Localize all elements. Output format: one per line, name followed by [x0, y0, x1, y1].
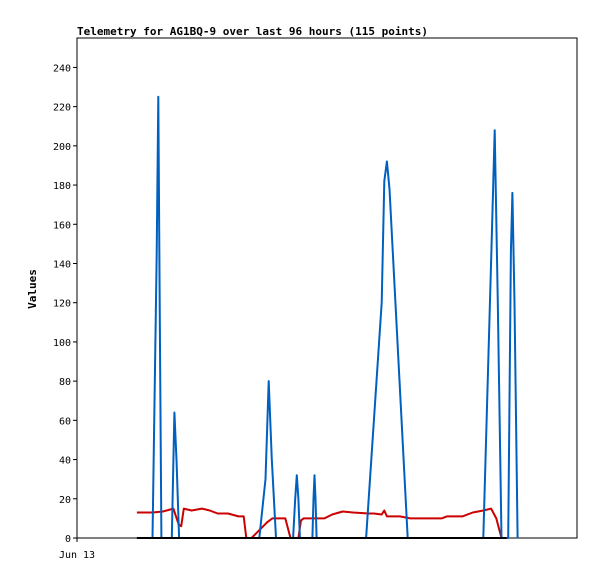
series-line-1: [136, 95, 519, 539]
y-tick-label: 80: [59, 377, 71, 388]
series-line-0: [136, 507, 505, 539]
plot-frame: [76, 37, 578, 539]
y-tick-label: 200: [53, 142, 71, 153]
y-tick-label: 140: [53, 259, 71, 270]
y-axis-label: Values: [26, 269, 39, 309]
y-axis: 0 20 40 60 80 100 120 140 160 180 200 220 240: [53, 63, 77, 545]
y-tick-label: 160: [53, 220, 71, 231]
series-layer: [136, 95, 519, 539]
y-tick-label: 220: [53, 103, 71, 114]
y-tick-label: 240: [53, 63, 71, 74]
y-tick-label: 40: [59, 456, 71, 467]
y-tick-label: 180: [53, 181, 71, 192]
y-tick-label: 60: [59, 416, 71, 427]
x-tick-label: Jun 13: [59, 550, 95, 561]
y-tick-label: 20: [59, 495, 71, 506]
chart-title: Telemetry for AG1BQ-9 over last 96 hours…: [77, 25, 428, 38]
y-tick-label: 120: [53, 299, 71, 310]
x-axis: Jun 13: [59, 538, 95, 561]
y-tick-label: 0: [65, 534, 71, 545]
y-tick-label: 100: [53, 338, 71, 349]
